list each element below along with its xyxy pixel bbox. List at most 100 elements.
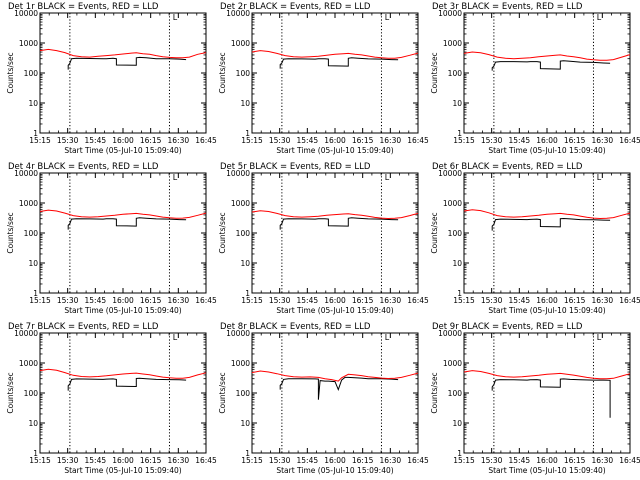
y-tick-label: 100	[236, 69, 251, 78]
plot-frame	[251, 12, 419, 134]
y-tick-label: 10000	[14, 329, 38, 338]
chart-panel-det9: Det 9r BLACK = Events, RED = LLD 1 10 100 10…	[430, 322, 640, 475]
y-tick-label: 1000	[231, 39, 250, 48]
x-tick-label: 15:45	[509, 136, 531, 145]
y-axis-label: Counts/sec	[430, 212, 439, 253]
x-tick-label: 16:45	[195, 136, 217, 145]
y-tick-label: 10000	[438, 329, 462, 338]
chart-title: Det 5r BLACK = Events, RED = LLD	[220, 162, 371, 172]
chart-panel-det3: Det 3r BLACK = Events, RED = LLD 1 10 100 10…	[430, 2, 640, 155]
x-tick-label: 16:15	[352, 456, 374, 465]
x-tick-label: 16:45	[619, 456, 640, 465]
chart-panel-det7: Det 7r BLACK = Events, RED = LLD 1 10 100 10…	[6, 322, 217, 475]
x-tick-label: 15:15	[29, 296, 51, 305]
x-tick-label: 16:45	[407, 296, 429, 305]
x-tick-label: 15:30	[57, 456, 79, 465]
y-tick-label: 10	[240, 419, 250, 428]
x-axis-label: Start Time (05-Jul-10 15:09:40)	[276, 146, 393, 155]
y-tick-label: 100	[24, 69, 39, 78]
x-tick-label: 15:30	[481, 456, 503, 465]
plot-frame	[463, 172, 631, 294]
x-tick-label: 16:45	[407, 456, 429, 465]
y-tick-label: 10	[28, 419, 38, 428]
x-tick-label: 15:15	[241, 296, 263, 305]
series-lld-line	[251, 210, 419, 220]
x-tick-label: 15:15	[453, 136, 475, 145]
x-tick-label: 16:30	[380, 296, 402, 305]
x-tick-label: 15:45	[85, 296, 107, 305]
y-axis-label: Counts/sec	[6, 52, 15, 93]
y-tick-label: 1	[245, 449, 250, 458]
series-lld-line	[251, 370, 419, 382]
series-lld-line	[39, 48, 207, 59]
chart-title: Det 9r BLACK = Events, RED = LLD	[432, 322, 583, 332]
y-tick-label: 10000	[226, 169, 250, 178]
y-tick-label: 10	[240, 259, 250, 268]
x-tick-label: 16:30	[592, 296, 614, 305]
plot-frame	[39, 172, 207, 294]
y-tick-label: 1000	[231, 359, 250, 368]
x-tick-label: 15:30	[57, 296, 79, 305]
series-events-line	[279, 217, 399, 230]
y-tick-label: 1	[457, 129, 462, 138]
x-tick-label: 16:15	[140, 456, 162, 465]
y-axis-label: Counts/sec	[6, 372, 15, 413]
y-tick-label: 100	[236, 389, 251, 398]
chart-title: Det 4r BLACK = Events, RED = LLD	[8, 162, 159, 172]
y-tick-label: 100	[236, 229, 251, 238]
x-tick-label: 16:00	[112, 136, 134, 145]
x-tick-label: 15:45	[509, 296, 531, 305]
series-events-line	[491, 60, 611, 71]
plot-frame	[251, 172, 419, 294]
marker-label: L	[173, 333, 178, 342]
series-lld-line	[463, 51, 631, 61]
x-tick-label: 16:30	[380, 136, 402, 145]
y-tick-label: 1000	[19, 39, 38, 48]
y-tick-label: 10	[28, 99, 38, 108]
y-tick-label: 10000	[438, 169, 462, 178]
x-tick-label: 16:15	[352, 296, 374, 305]
x-tick-label: 16:00	[112, 456, 134, 465]
marker-label: L	[385, 13, 390, 22]
y-tick-label: 100	[24, 229, 39, 238]
marker-label: L	[173, 173, 178, 182]
y-tick-label: 10	[452, 419, 462, 428]
x-axis-label: Start Time (05-Jul-10 15:09:40)	[64, 466, 181, 475]
x-tick-label: 16:45	[195, 296, 217, 305]
series-lld-line	[39, 368, 207, 379]
marker-label: L	[597, 13, 602, 22]
x-tick-label: 15:15	[29, 136, 51, 145]
series-events-line	[491, 217, 611, 231]
x-tick-label: 16:00	[324, 136, 346, 145]
x-tick-label: 15:45	[509, 456, 531, 465]
x-tick-label: 16:30	[592, 456, 614, 465]
x-tick-label: 16:00	[324, 296, 346, 305]
plot-frame	[463, 332, 631, 454]
x-axis-label: Start Time (05-Jul-10 15:09:40)	[276, 466, 393, 475]
x-tick-label: 16:15	[564, 296, 586, 305]
y-tick-label: 10	[452, 99, 462, 108]
x-tick-label: 15:45	[85, 456, 107, 465]
y-tick-label: 1	[245, 289, 250, 298]
x-tick-label: 16:30	[592, 136, 614, 145]
y-axis-label: Counts/sec	[218, 372, 227, 413]
x-tick-label: 15:45	[85, 136, 107, 145]
x-axis-label: Start Time (05-Jul-10 15:09:40)	[64, 146, 181, 155]
x-tick-label: 16:45	[619, 296, 640, 305]
y-tick-label: 10	[240, 99, 250, 108]
x-tick-label: 16:00	[536, 136, 558, 145]
x-tick-label: 15:30	[481, 136, 503, 145]
x-tick-label: 16:00	[536, 296, 558, 305]
y-tick-label: 1000	[443, 359, 462, 368]
y-tick-label: 1	[33, 129, 38, 138]
x-axis-label: Start Time (05-Jul-10 15:09:40)	[64, 306, 181, 315]
x-tick-label: 16:30	[168, 136, 190, 145]
y-axis-label: Counts/sec	[430, 372, 439, 413]
x-tick-label: 16:15	[564, 456, 586, 465]
chart-title: Det 7r BLACK = Events, RED = LLD	[8, 322, 159, 332]
chart-panel-det6: Det 6r BLACK = Events, RED = LLD 1 10 100 10…	[430, 162, 640, 315]
x-tick-label: 15:15	[241, 136, 263, 145]
marker-label: L	[597, 333, 602, 342]
x-axis-label: Start Time (05-Jul-10 15:09:40)	[488, 306, 605, 315]
y-tick-label: 10000	[14, 169, 38, 178]
